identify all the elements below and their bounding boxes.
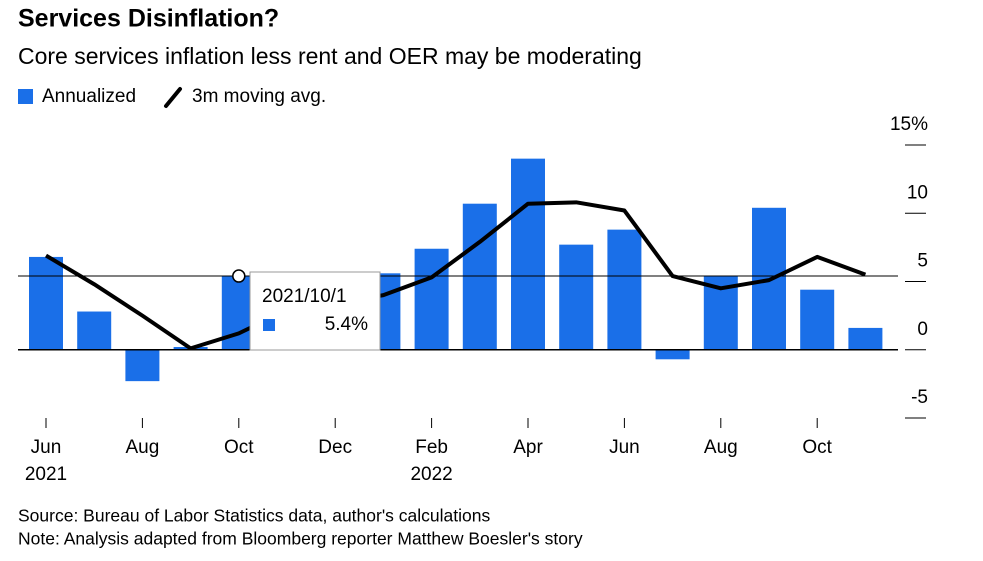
tooltip-swatch: [263, 319, 275, 331]
bar: [800, 289, 835, 350]
bar: [655, 349, 690, 360]
x-tick-label: Jun: [31, 437, 62, 458]
line: [44, 200, 867, 351]
x-tick-label: Jun: [609, 437, 640, 458]
note: Note: Analysis adapted from Bloomberg re…: [18, 529, 583, 549]
x-year-label: 2021: [25, 464, 67, 485]
bar: [511, 158, 545, 350]
legend-label: 3m moving avg.: [192, 86, 326, 107]
x-tick-label: Feb: [415, 437, 448, 458]
bar: [125, 349, 160, 382]
x-year-label: 2022: [410, 464, 452, 485]
y-tick-label: 0: [917, 319, 928, 340]
bar: [462, 203, 497, 350]
x-tick-label: Aug: [125, 437, 159, 458]
legend-label: Annualized: [42, 86, 136, 107]
y-tick-label: 15%: [890, 114, 928, 135]
bar: [607, 229, 642, 350]
bar: [414, 248, 449, 350]
source: Source: Bureau of Labor Statistics data,…: [18, 506, 490, 526]
chart-subtitle: Core services inflation less rent and OE…: [18, 43, 642, 69]
x-tick-label: Oct: [224, 437, 254, 458]
legend-swatch: [164, 87, 182, 108]
bar: [559, 244, 594, 350]
bar: [77, 311, 112, 350]
y-tick-label: 10: [907, 182, 928, 203]
x-tick-label: Aug: [704, 437, 738, 458]
bar: [848, 327, 883, 350]
y-tick-label: 5: [917, 251, 928, 272]
legend-swatch: [18, 89, 33, 104]
bar: [29, 256, 63, 350]
chart-title: Services Disinflation?: [18, 5, 279, 33]
x-tick-label: Dec: [318, 437, 352, 458]
y-tick-label: -5: [911, 387, 928, 408]
tooltip-value: 5.4%: [325, 314, 368, 335]
hover-point: [232, 269, 246, 283]
tooltip-box: [249, 271, 381, 351]
x-tick-label: Apr: [513, 437, 543, 458]
tooltip-date: 2021/10/1: [262, 286, 347, 307]
x-tick-label: Oct: [802, 437, 832, 458]
